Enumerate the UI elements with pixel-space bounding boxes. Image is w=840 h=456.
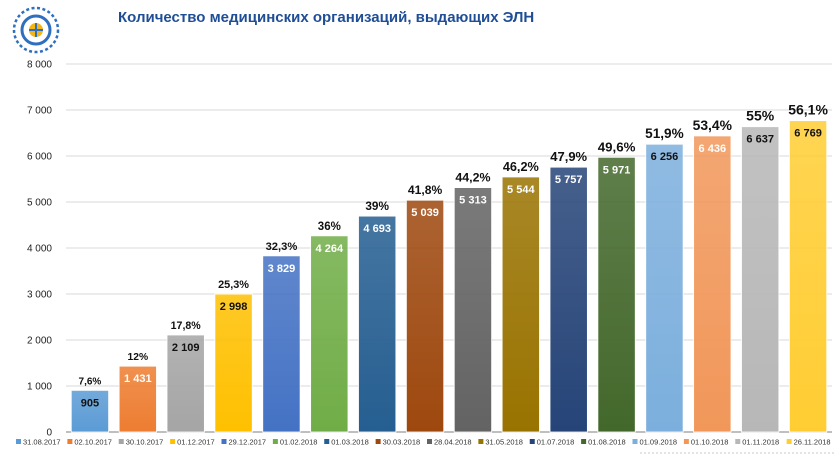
bar-value-label: 2 109: [172, 342, 200, 354]
bar-value-label: 5 544: [507, 184, 535, 196]
y-tick-label: 4 000: [27, 244, 52, 255]
y-tick-label: 3 000: [27, 290, 52, 301]
bar: [741, 126, 780, 433]
bar-value-label: 4 693: [363, 223, 391, 235]
legend-label: 01.07.2018: [537, 438, 575, 447]
y-tick-label: 7 000: [27, 106, 52, 117]
bar-percent-label: 49,6%: [598, 139, 636, 154]
legend-label: 30.10.2017: [126, 438, 164, 447]
bar: [70, 389, 110, 433]
bar-percent-label: 41,8%: [408, 183, 443, 197]
bar-value-label: 5 313: [459, 195, 487, 207]
bar-value-label: 5 757: [555, 174, 583, 186]
bar: [166, 334, 205, 433]
bar: [549, 166, 588, 433]
bar-percent-label: 39%: [365, 199, 389, 213]
bar-percent-label: 46,2%: [503, 160, 539, 174]
bar-percent-label: 7,6%: [79, 376, 102, 387]
bar: [501, 176, 540, 433]
legend-swatch: [632, 439, 638, 444]
chart-title: Количество медицинских организаций, выда…: [118, 9, 535, 26]
bar-percent-label: 17,8%: [171, 320, 202, 332]
legend-label: 01.03.2018: [331, 438, 369, 447]
y-axis: 0 1 000 2 000 3 000 4 000 5 000 6 000 7 000 8 00…: [27, 60, 52, 439]
legend-swatch: [324, 439, 330, 444]
legend-label: 28.04.2018: [434, 438, 472, 447]
legend-swatch: [786, 439, 792, 444]
legend-label: 01.12.2017: [177, 438, 215, 447]
legend-swatch: [683, 439, 689, 444]
legend-swatch: [375, 439, 381, 444]
legend-label: 26.11.2018: [794, 438, 831, 447]
bar-value-label: 6 769: [794, 128, 822, 140]
legend-swatch: [221, 439, 227, 444]
fss-logo: [12, 6, 60, 54]
bar-percent-label: 55%: [746, 108, 775, 124]
bar-value-label: 2 998: [220, 301, 248, 313]
legend-swatch: [735, 439, 741, 444]
legend-label: 30.03.2018: [383, 438, 421, 447]
legend-swatch: [478, 439, 484, 444]
bar-percent-label: 51,9%: [645, 126, 684, 141]
legend-label: 01.02.2018: [280, 438, 318, 447]
legend-swatch: [581, 439, 587, 444]
legend-label: 01.08.2018: [588, 438, 626, 447]
bar: [358, 215, 397, 433]
bar: [405, 199, 445, 433]
legend-swatch: [272, 439, 278, 444]
bar-value-label: 1 431: [124, 373, 152, 385]
legend-label: 01.11.2018: [742, 438, 779, 447]
bar-series: 905 7,6% 1 431 12% 2 109 17,8% 2 998 25,3% 3 829…: [70, 102, 828, 433]
bar-value-label: 6 637: [746, 134, 774, 146]
bar-percent-label: 32,3%: [266, 241, 298, 253]
legend-label: 29.12.2017: [229, 438, 267, 447]
bar-percent-label: 25,3%: [218, 279, 249, 291]
bar-percent-label: 12%: [128, 352, 149, 363]
legend-label: 31.05.2018: [485, 438, 523, 447]
bar-percent-label: 56,1%: [788, 102, 828, 118]
legend-label: 01.10.2018: [691, 438, 729, 447]
bar-value-label: 905: [81, 397, 99, 409]
bar-value-label: 6 256: [651, 151, 679, 163]
y-tick-label: 2 000: [27, 336, 52, 347]
y-tick-label: 5 000: [27, 198, 52, 209]
bar: [118, 365, 157, 433]
bar-value-label: 5 039: [411, 207, 439, 219]
y-tick-label: 0: [46, 428, 52, 439]
bar-value-label: 4 264: [316, 243, 344, 255]
chart-legend: 31.08.2017 02.10.2017 30.10.2017 01.12.2017…: [16, 438, 836, 454]
legend-label: 01.09.2018: [640, 438, 678, 447]
bar: [262, 255, 301, 433]
legend-swatch: [170, 439, 176, 444]
bar-percent-label: 53,4%: [693, 117, 732, 133]
bar-percent-label: 36%: [318, 221, 341, 233]
bar: [310, 235, 349, 433]
legend-swatch: [427, 439, 432, 444]
legend-label: 02.10.2017: [74, 438, 112, 447]
bar-percent-label: 44,2%: [455, 171, 490, 185]
bar: [788, 120, 828, 433]
bar: [453, 187, 493, 433]
bar: [693, 135, 732, 433]
legend-swatch: [529, 439, 535, 444]
bar-value-label: 3 829: [268, 263, 296, 275]
bar-value-label: 5 971: [603, 164, 631, 176]
y-tick-label: 1 000: [27, 382, 52, 393]
y-tick-label: 8 000: [27, 60, 52, 71]
legend-swatch: [16, 439, 21, 444]
y-tick-label: 6 000: [27, 152, 52, 163]
bar: [214, 293, 253, 433]
bar-value-label: 6 436: [699, 143, 727, 155]
legend-swatch: [67, 439, 73, 444]
fss-emblem-icon: [12, 6, 60, 54]
bar: [645, 143, 684, 433]
legend-swatch: [118, 439, 124, 444]
bar: [597, 156, 636, 433]
bar-percent-label: 47,9%: [550, 149, 587, 164]
legend-label: 31.08.2017: [23, 438, 61, 447]
